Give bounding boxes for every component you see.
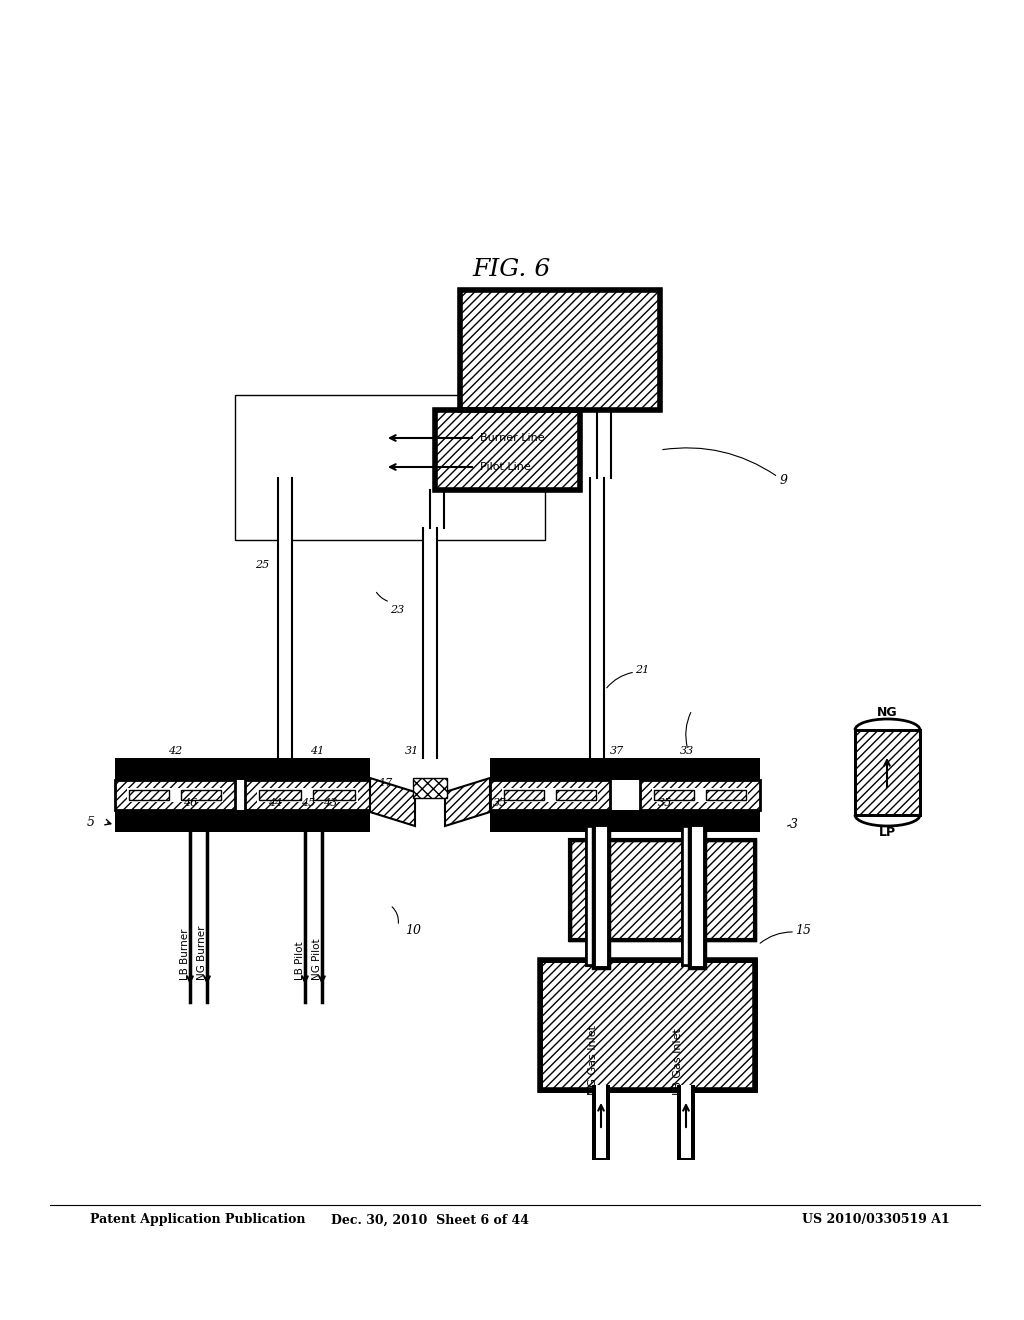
Text: Patent Application Publication: Patent Application Publication [90,1213,305,1226]
Bar [181,789,221,800]
Bar [677,1085,695,1160]
Bar [460,290,660,411]
Bar [640,780,760,810]
Text: 15: 15 [795,924,811,936]
Bar [245,780,370,810]
Text: Pilot Line: Pilot Line [480,462,530,473]
Bar [490,810,760,832]
Bar [596,1085,606,1158]
Text: 43: 43 [323,799,337,808]
Text: 37: 37 [610,746,625,756]
Polygon shape [370,777,415,826]
Text: LB Pilot: LB Pilot [295,941,305,979]
Bar [490,758,760,780]
Bar [127,788,223,803]
Text: LP: LP [879,826,896,840]
Bar [490,780,610,810]
Bar [556,789,596,800]
Bar [681,1085,691,1158]
Bar [115,810,370,832]
Text: LB Burner: LB Burner [180,928,190,979]
Bar [234,395,545,540]
Bar [590,478,604,758]
Text: 25: 25 [255,560,269,570]
Bar [502,788,598,803]
Text: 23: 23 [390,605,404,615]
Text: NG Burner: NG Burner [197,925,207,979]
Bar [259,789,301,800]
Bar [115,758,370,780]
Text: 42: 42 [168,746,182,756]
Bar [855,730,920,814]
Bar [257,788,358,803]
Text: NG Gas Inlet: NG Gas Inlet [588,1026,598,1096]
Bar [278,478,292,758]
Text: NG Pilot: NG Pilot [312,939,322,979]
Text: 35: 35 [657,799,672,808]
Bar [435,411,580,490]
Text: 5: 5 [87,816,95,829]
Text: 35: 35 [493,799,507,808]
Text: 3: 3 [790,817,798,830]
Polygon shape [445,777,490,826]
Bar [129,789,169,800]
Text: 21: 21 [635,665,649,675]
Bar [706,789,746,800]
Text: 33: 33 [680,746,694,756]
Bar [504,789,544,800]
Text: 46: 46 [183,799,198,808]
Bar [855,730,920,814]
Bar [460,290,660,411]
Bar [313,789,355,800]
Text: FIG. 6: FIG. 6 [473,259,551,281]
Text: 17: 17 [378,777,392,788]
Bar [413,777,447,799]
Text: Dec. 30, 2010  Sheet 6 of 44: Dec. 30, 2010 Sheet 6 of 44 [331,1213,529,1226]
Bar [570,840,755,940]
Text: 31: 31 [406,746,419,756]
Bar [423,528,437,758]
Bar [115,780,234,810]
Bar [570,840,755,940]
Bar [435,411,580,490]
Text: 41: 41 [310,746,325,756]
Text: US 2010/0330519 A1: US 2010/0330519 A1 [802,1213,950,1226]
Text: 44: 44 [268,799,283,808]
Bar [654,789,694,800]
Text: NG: NG [877,705,897,718]
Bar [540,960,755,1090]
Text: Burner Line: Burner Line [480,433,545,444]
Bar [540,960,755,1090]
Text: 10: 10 [406,924,421,936]
Bar [592,1085,610,1160]
Bar [652,788,748,803]
Text: LB Gas Inlet: LB Gas Inlet [673,1028,683,1096]
Text: 45: 45 [301,799,315,808]
Text: 9: 9 [780,474,788,487]
